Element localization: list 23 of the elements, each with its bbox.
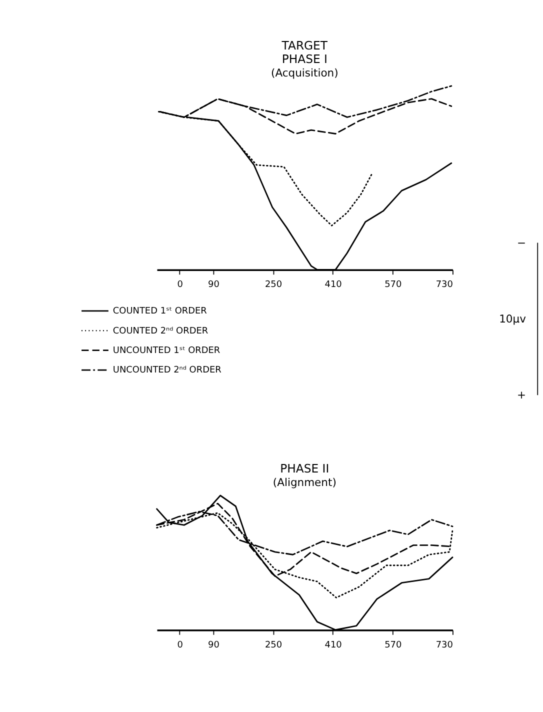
x-tick-label: 730 [436, 280, 454, 290]
x-tick-label: 570 [384, 280, 402, 290]
x-tick-label: 90 [208, 640, 220, 650]
legend-label: UNCOUNTED 1ˢᵗ ORDER [112, 346, 220, 356]
x-tick-label: 250 [264, 280, 282, 290]
x-tick-label: 570 [384, 640, 402, 650]
chart-title: TARGET PHASE I [280, 38, 328, 66]
x-tick-label: 250 [264, 640, 282, 650]
legend-label: UNCOUNTED 2ⁿᵈ ORDER [112, 366, 222, 376]
x-tick-label: 410 [324, 280, 342, 290]
x-tick-label: 0 [177, 640, 184, 650]
x-tick-label: 410 [324, 640, 342, 650]
x-tick-label: 90 [208, 280, 220, 290]
chart-title: PHASE II [280, 461, 330, 476]
x-tick-label: 0 [177, 280, 184, 290]
legend-label: COUNTED 1ˢᵗ ORDER [112, 306, 207, 317]
x-tick-label: 730 [436, 640, 454, 650]
chart-subtitle: (Acquisition) [271, 66, 338, 80]
legend-label: COUNTED 2ⁿᵈ ORDER [112, 326, 208, 336]
chart-subtitle: (Alignment) [272, 476, 336, 489]
text: 10µv [499, 312, 527, 326]
text: − [516, 236, 526, 250]
text: + [516, 388, 526, 402]
